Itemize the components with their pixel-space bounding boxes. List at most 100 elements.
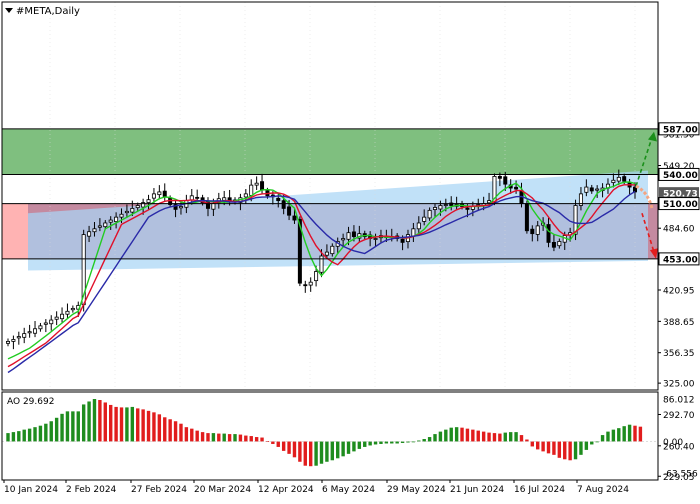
candle-down (530, 228, 535, 235)
ao-bar (330, 441, 335, 461)
price-level-label: 540.00 (663, 171, 698, 181)
projection-up-arrowhead (648, 131, 657, 142)
ao-bar (514, 432, 518, 442)
ma-fast-line (7, 181, 636, 360)
ao-bar (260, 437, 264, 442)
ao-bar (325, 441, 329, 462)
candle-up (135, 205, 140, 209)
y-tick-label: 325.00 (663, 380, 695, 390)
ao-bar (519, 435, 524, 442)
candle-up (178, 206, 183, 209)
candle-up (584, 186, 589, 193)
ao-bar (98, 399, 102, 442)
y-tick-label: 549.20 (663, 162, 695, 172)
candle-up (103, 222, 108, 228)
x-tick-label: 27 Feb 2024 (131, 485, 187, 495)
candle-up (97, 225, 102, 228)
candle-up (146, 199, 151, 203)
candle-up (70, 307, 75, 311)
candle-up (16, 336, 21, 339)
candle-up (60, 313, 65, 320)
ao-bar (195, 430, 199, 442)
candle-up (254, 182, 259, 186)
ao-bar (163, 417, 167, 442)
ao-bar (314, 441, 318, 466)
candle-down (622, 176, 627, 182)
candle-down (524, 203, 529, 232)
candle-up (346, 232, 351, 240)
candle-up (341, 238, 346, 241)
ao-bar (287, 441, 291, 454)
ao-bar (595, 441, 599, 443)
y-tick-label: 292.70 (663, 411, 695, 421)
ao-bar (411, 441, 416, 443)
candle-up (433, 207, 438, 210)
ao-bar (368, 441, 372, 446)
ao-bar (498, 433, 502, 442)
y-tick-label: 260.40 (663, 442, 695, 452)
ao-bar (103, 402, 107, 442)
candle-down (162, 190, 167, 198)
candle-up (330, 245, 335, 255)
ao-bar (33, 427, 37, 442)
candle-up (43, 322, 48, 325)
candle-up (611, 179, 616, 184)
candle-up (557, 241, 562, 247)
ao-bar (173, 421, 178, 442)
ao-bar (449, 427, 453, 442)
candle-up (319, 255, 324, 273)
price-level-box (658, 167, 700, 181)
y-tick-label: 388.65 (663, 318, 695, 328)
ao-bar (190, 428, 194, 442)
candle-down (205, 200, 210, 209)
candle-up (324, 251, 329, 256)
candle-up (151, 193, 156, 199)
projection-up-arrow (635, 137, 653, 187)
ao-bar (238, 434, 243, 442)
frame-layer (1, 1, 659, 481)
ao-bar (308, 441, 313, 467)
candle-up (595, 188, 600, 191)
ao-bar (6, 433, 10, 442)
price-level-box (658, 252, 700, 266)
candle-down (297, 218, 302, 284)
ao-bar (460, 427, 464, 442)
candle-up (6, 340, 11, 344)
candle-up (249, 184, 254, 196)
left-range-marker (2, 203, 28, 259)
axis-labels-layer: 229.05 260.40 292.70 325.00 356.35 388.65 420.… (3, 6, 700, 495)
candle-up (27, 331, 32, 334)
ao-bar (638, 426, 643, 442)
candle-up (427, 209, 432, 219)
ao-bar (119, 407, 124, 442)
candle-down (168, 197, 173, 205)
x-tick-label: 12 Apr 2024 (258, 485, 314, 495)
candle-up (114, 216, 119, 223)
ao-bar (622, 426, 626, 442)
grid-layer (49, 2, 636, 390)
ao-bar (54, 417, 59, 442)
candle-down (287, 206, 292, 216)
ma-mid-line (7, 184, 636, 368)
projection-arrows-layer (635, 131, 658, 259)
candle-up (222, 197, 227, 201)
ao-pane-frame (1, 391, 659, 481)
ao-bar (384, 441, 389, 444)
x-tick-label: 7 Aug 2024 (577, 485, 629, 495)
price-level-label: 520.73 (663, 190, 698, 200)
ao-bar (492, 433, 497, 442)
ao-bar (157, 414, 162, 442)
ao-bar (557, 441, 562, 458)
ao-bar (254, 437, 259, 442)
candle-up (33, 328, 38, 334)
candle-down (173, 204, 178, 210)
y-tick-label: 356.35 (663, 349, 695, 359)
ma-slow-line (7, 190, 636, 374)
candle-up (54, 316, 59, 320)
ao-bar (87, 401, 91, 442)
candle-up (38, 325, 43, 330)
zones-layer (2, 128, 658, 271)
ao-bar (427, 437, 432, 442)
x-tick-label: 16 Jul 2024 (514, 485, 565, 495)
